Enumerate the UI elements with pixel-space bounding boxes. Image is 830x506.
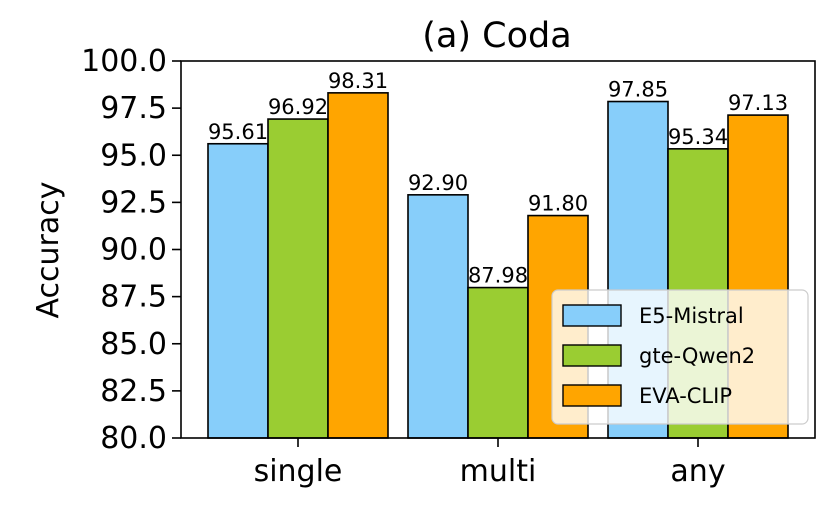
y-tick-label: 90.0	[100, 233, 167, 268]
chart-title: (a) Coda	[422, 16, 571, 56]
legend-swatch-eva-clip	[562, 384, 622, 407]
legend-label-eva-clip: EVA-CLIP	[639, 384, 732, 408]
value-label-eva-clip-any: 97.13	[728, 91, 788, 115]
legend-label-gte-qwen2: gte-Qwen2	[639, 344, 755, 368]
y-axis-ticks: 80.0 82.5 85.0 87.5 90.0 92.5 95.0 97.5 100.0	[81, 44, 181, 456]
y-tick-label: 85.0	[100, 327, 167, 362]
value-label-gte-qwen2-single: 96.92	[268, 95, 328, 119]
y-tick-label: 92.5	[100, 185, 167, 220]
legend-swatch-gte-qwen2	[562, 344, 622, 367]
x-axis-ticks: single multi any	[254, 438, 726, 489]
value-label-gte-qwen2-any: 95.34	[668, 125, 728, 149]
y-tick-label: 80.0	[100, 421, 167, 456]
legend-label-e5-mistral: E5-Mistral	[639, 304, 744, 328]
y-tick-label: 82.5	[100, 374, 167, 409]
value-label-e5-mistral-multi: 92.90	[408, 171, 468, 195]
value-label-e5-mistral-single: 95.61	[208, 120, 268, 144]
legend: E5-Mistral gte-Qwen2 EVA-CLIP	[551, 289, 809, 425]
y-tick-label: 87.5	[100, 280, 167, 315]
bar-eva-clip-single	[327, 92, 389, 439]
y-tick-label: 100.0	[81, 44, 167, 79]
x-tick-label-any: any	[670, 454, 725, 489]
bar-gte-qwen2-multi	[467, 286, 529, 439]
plot-frame	[180, 60, 816, 439]
bar-e5-mistral-multi	[407, 194, 469, 439]
legend-swatch-e5-mistral	[562, 304, 622, 327]
bar-gte-qwen2-single	[267, 118, 329, 439]
value-label-e5-mistral-any: 97.85	[608, 78, 668, 102]
x-tick-label-multi: multi	[460, 454, 537, 489]
value-label-eva-clip-multi: 91.80	[528, 192, 588, 216]
y-tick-label: 97.5	[100, 91, 167, 126]
x-tick-label-single: single	[254, 454, 343, 489]
value-label-eva-clip-single: 98.31	[328, 69, 388, 93]
value-label-gte-qwen2-multi: 87.98	[468, 264, 528, 288]
y-axis-title: Accuracy	[31, 182, 66, 319]
y-tick-label: 95.0	[100, 138, 167, 173]
bar-e5-mistral-single	[207, 142, 269, 439]
